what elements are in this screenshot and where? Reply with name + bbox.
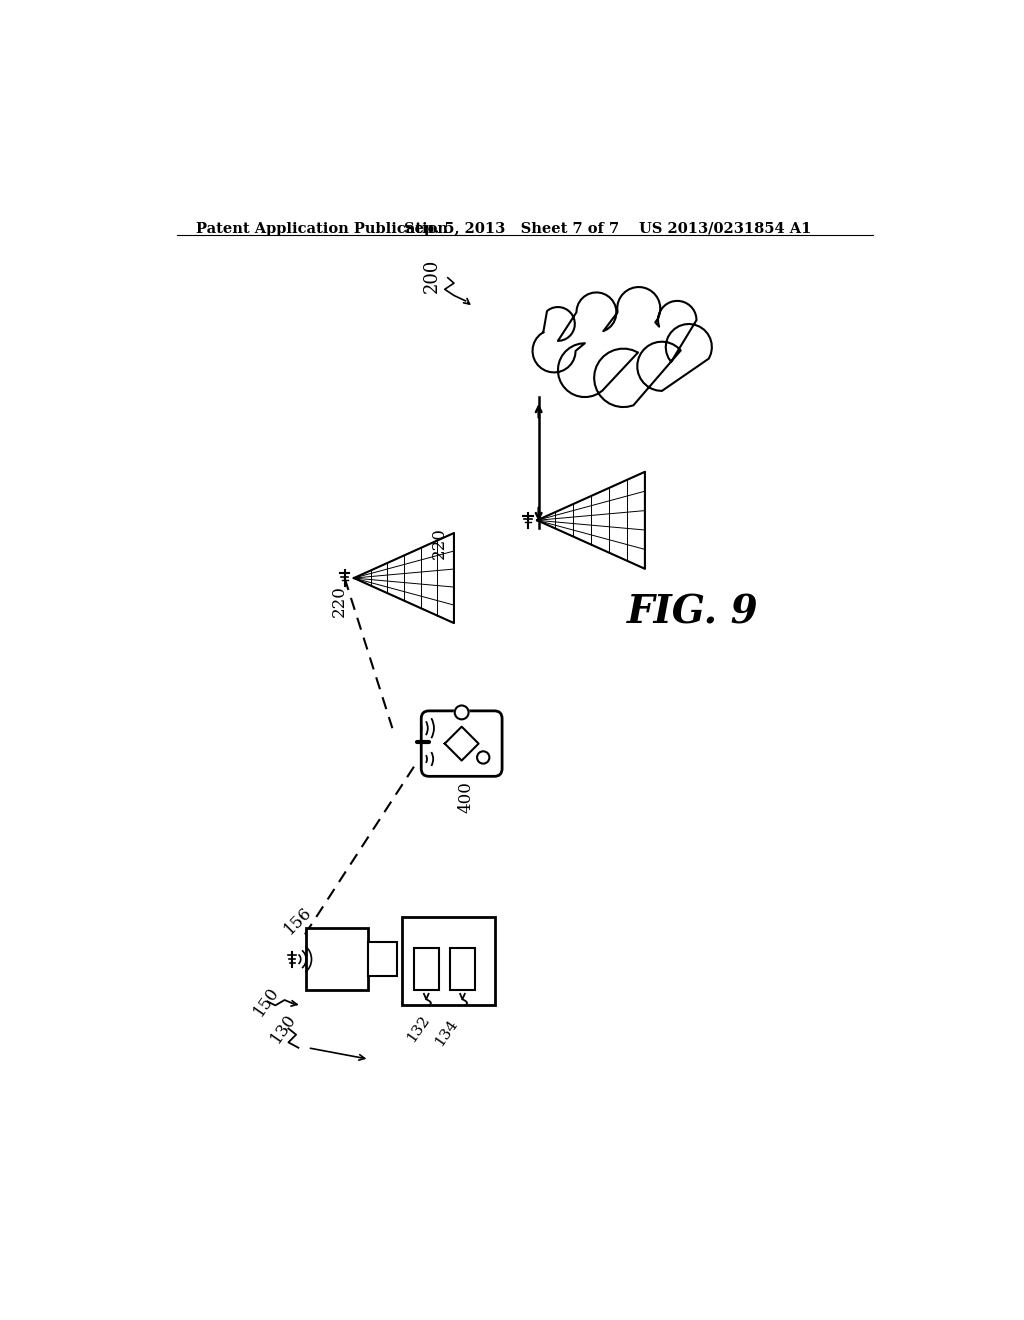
Text: 132: 132 xyxy=(403,1012,432,1044)
Polygon shape xyxy=(532,286,712,407)
Text: 220: 220 xyxy=(331,585,348,616)
Circle shape xyxy=(455,705,469,719)
Text: 400: 400 xyxy=(458,781,475,813)
Text: Patent Application Publication: Patent Application Publication xyxy=(196,222,449,235)
Text: 134: 134 xyxy=(432,1016,460,1048)
Bar xyxy=(451,948,475,990)
Circle shape xyxy=(477,751,489,763)
Text: Sep. 5, 2013   Sheet 7 of 7: Sep. 5, 2013 Sheet 7 of 7 xyxy=(403,222,620,235)
Text: 200: 200 xyxy=(423,259,441,293)
Polygon shape xyxy=(538,471,645,569)
Bar xyxy=(402,917,495,1006)
Text: FIG. 9: FIG. 9 xyxy=(627,594,759,632)
Text: US 2013/0231854 A1: US 2013/0231854 A1 xyxy=(639,222,811,235)
Polygon shape xyxy=(444,726,478,760)
Text: 220: 220 xyxy=(431,528,447,560)
Text: 130: 130 xyxy=(267,1011,300,1047)
Bar xyxy=(414,948,438,990)
Polygon shape xyxy=(354,533,454,623)
Bar xyxy=(306,928,368,990)
FancyBboxPatch shape xyxy=(421,711,502,776)
Text: 156: 156 xyxy=(281,903,315,939)
Text: 150: 150 xyxy=(250,983,282,1019)
Bar xyxy=(368,942,397,977)
